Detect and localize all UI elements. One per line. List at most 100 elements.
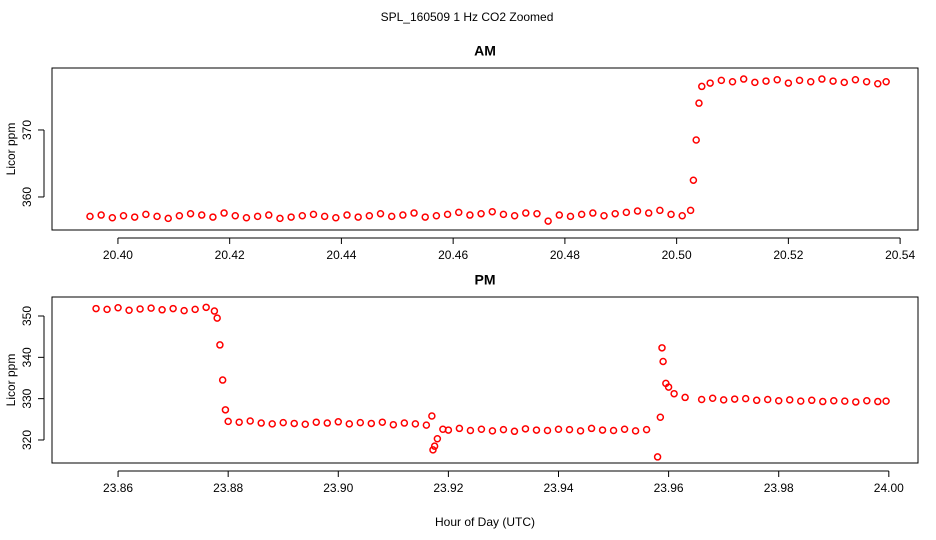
figure-title: SPL_160509 1 Hz CO2 Zoomed [381,10,554,24]
point [499,210,508,219]
point [365,211,374,220]
point [587,424,596,433]
point [242,213,251,222]
point [422,421,431,429]
point [806,77,815,86]
point [611,209,619,218]
point [543,426,552,435]
point [532,426,541,434]
panel-title: PM [475,272,496,288]
point [298,211,307,220]
plot-box [51,296,919,464]
point [706,79,714,87]
point [114,303,122,312]
point [752,396,761,405]
point [477,425,486,433]
point [400,419,409,427]
point [719,396,728,404]
point [265,211,273,219]
point [600,211,608,220]
point [429,446,437,454]
point [784,79,793,87]
point [246,417,254,425]
point [589,209,597,217]
point [97,211,105,219]
point [620,425,629,433]
point [220,209,228,217]
point [488,207,497,216]
point [664,383,673,391]
point [730,395,739,403]
point [510,427,519,436]
point [218,376,227,384]
point [874,397,882,406]
point [354,213,362,221]
point [544,217,552,225]
point [689,176,698,184]
point [432,211,441,220]
point [197,211,206,219]
point [466,426,475,435]
point [681,393,689,402]
point [209,213,217,221]
y-tick-label: 320 [20,430,34,450]
point [356,418,365,427]
point [830,396,838,405]
point [454,208,463,217]
x-tick-label: 20.42 [215,248,245,262]
point [598,426,607,434]
point [343,211,351,219]
y-axis-label: Licor ppm [4,354,18,407]
point [773,75,781,84]
point [633,207,642,215]
point [253,212,262,221]
point [92,304,100,313]
point [644,209,653,217]
point [818,75,826,83]
point [268,420,276,428]
point [213,314,221,322]
point [863,396,871,405]
point [257,419,265,427]
point [510,211,519,220]
point [399,211,407,219]
point [455,424,464,433]
point [323,419,332,427]
point [443,210,452,219]
point [658,344,666,352]
point [86,212,94,221]
point [739,75,748,83]
point [566,212,575,221]
point [851,75,860,84]
point [276,214,284,223]
point [819,397,827,406]
point [334,418,343,426]
point [656,413,665,422]
point [108,213,117,222]
point [785,396,794,404]
point [411,420,420,428]
point [656,206,664,215]
x-tick-label: 23.94 [543,481,573,495]
y-tick-label: 370 [20,120,34,140]
point [751,78,759,87]
point [762,77,770,85]
point [795,76,804,85]
x-tick-label: 20.40 [103,248,133,262]
y-tick-label: 330 [20,388,34,408]
point [565,425,574,434]
point [631,427,640,435]
point [444,426,453,434]
x-tick-label: 20.50 [662,248,692,262]
point [367,419,376,428]
point [279,418,287,427]
point [169,304,177,313]
point [763,395,772,404]
point [659,357,667,366]
point [175,211,184,220]
x-tick-label: 20.54 [885,248,915,262]
x-axis-label: Hour of Day (UTC) [435,515,535,529]
point [210,307,219,315]
point [533,209,541,218]
